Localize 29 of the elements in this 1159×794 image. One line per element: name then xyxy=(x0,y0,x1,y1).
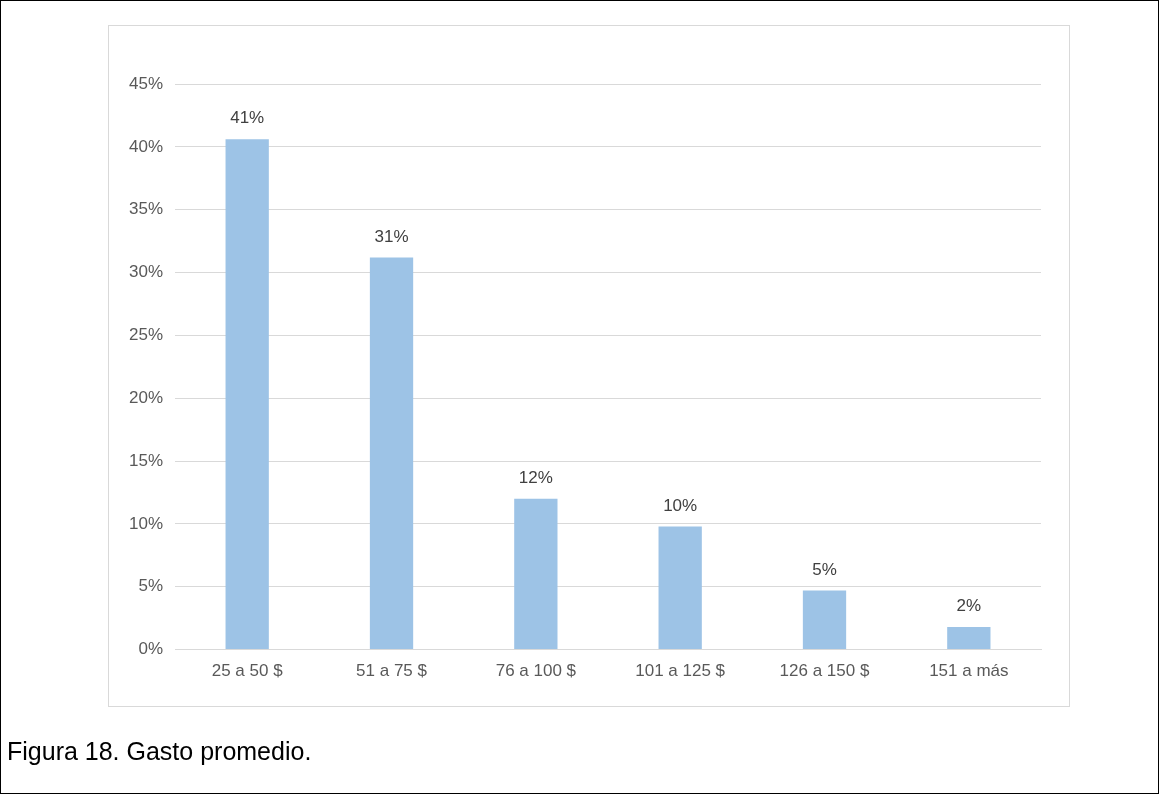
data-label: 31% xyxy=(374,226,409,246)
x-tick-label: 151 a más xyxy=(929,661,1009,681)
data-label: 41% xyxy=(230,108,265,128)
y-tick-label: 30% xyxy=(128,262,164,282)
data-label: 10% xyxy=(663,495,698,515)
x-tick-label: 126 a 150 $ xyxy=(779,661,870,681)
y-tick-label: 35% xyxy=(128,199,164,219)
y-tick-label: 15% xyxy=(128,450,164,470)
bar xyxy=(802,590,847,650)
y-tick-label: 25% xyxy=(128,325,164,345)
y-tick-label: 5% xyxy=(138,576,164,596)
bar xyxy=(658,526,702,650)
data-label: 2% xyxy=(956,596,982,616)
x-tick-label: 25 a 50 $ xyxy=(211,661,284,681)
bar xyxy=(369,257,414,650)
y-tick-label: 10% xyxy=(128,513,164,533)
y-tick-label: 20% xyxy=(128,387,164,407)
y-tick-label: 0% xyxy=(138,639,164,659)
y-tick-label: 45% xyxy=(128,73,164,93)
y-tick-label: 40% xyxy=(128,136,164,156)
x-tick-label: 51 a 75 $ xyxy=(356,661,428,681)
bar xyxy=(514,498,558,650)
x-tick-label: 101 a 125 $ xyxy=(635,661,726,681)
bar xyxy=(225,139,269,650)
data-label: 5% xyxy=(812,559,837,579)
x-tick-label: 76 a 100 $ xyxy=(495,661,577,681)
text: Figura 18. Gasto promedio. xyxy=(7,737,312,766)
bar xyxy=(947,626,991,650)
data-label: 12% xyxy=(518,467,553,487)
